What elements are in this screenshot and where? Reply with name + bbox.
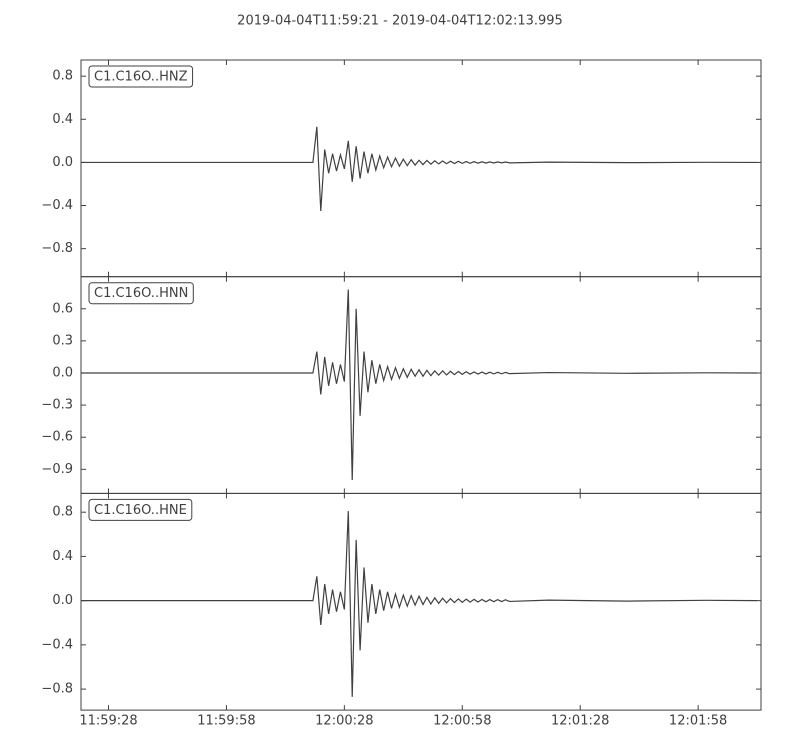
y-tick-label: −0.3 bbox=[41, 398, 73, 413]
waveform bbox=[81, 126, 758, 211]
legend-box bbox=[88, 65, 194, 88]
y-tick-label: −0.4 bbox=[41, 198, 73, 213]
y-tick-label: 0.8 bbox=[52, 505, 73, 520]
y-tick-label: −0.9 bbox=[41, 462, 73, 477]
waveform bbox=[81, 289, 758, 481]
y-tick-label: −0.6 bbox=[41, 430, 73, 445]
x-tick-label: 12:01:58 bbox=[669, 714, 727, 729]
y-tick-label: −0.8 bbox=[41, 682, 73, 697]
legend-box bbox=[88, 498, 193, 521]
y-tick-label: 0.6 bbox=[52, 301, 73, 316]
x-tick-label: 12:01:28 bbox=[551, 714, 609, 729]
panel-frame bbox=[80, 276, 762, 494]
panel-frame bbox=[80, 492, 762, 711]
panel-frame bbox=[80, 59, 762, 278]
x-tick-label: 11:59:28 bbox=[79, 714, 137, 729]
y-tick-label: 0.4 bbox=[52, 112, 73, 127]
y-tick-label: 0.0 bbox=[52, 593, 73, 608]
legend-label: C1.C16O..HNN bbox=[94, 286, 188, 301]
y-tick-label: 0.8 bbox=[52, 69, 73, 84]
y-tick-label: −0.4 bbox=[41, 637, 73, 652]
y-tick-label: 0.3 bbox=[52, 333, 73, 348]
y-tick-label: 0.0 bbox=[52, 366, 73, 381]
x-tick-label: 11:59:58 bbox=[197, 714, 255, 729]
x-tick-label: 12:00:58 bbox=[433, 714, 491, 729]
x-tick-label: 12:00:28 bbox=[315, 714, 373, 729]
y-tick-label: 0.4 bbox=[52, 549, 73, 564]
y-tick-label: 0.0 bbox=[52, 155, 73, 170]
legend-label: C1.C16O..HNZ bbox=[94, 70, 188, 85]
chart-title: 2019-04-04T11:59:21 - 2019-04-04T12:02:1… bbox=[237, 14, 563, 29]
waveform bbox=[81, 511, 758, 697]
y-tick-label: −0.8 bbox=[41, 241, 73, 256]
legend-box bbox=[88, 282, 194, 305]
legend-label: C1.C16O..HNE bbox=[94, 503, 187, 518]
